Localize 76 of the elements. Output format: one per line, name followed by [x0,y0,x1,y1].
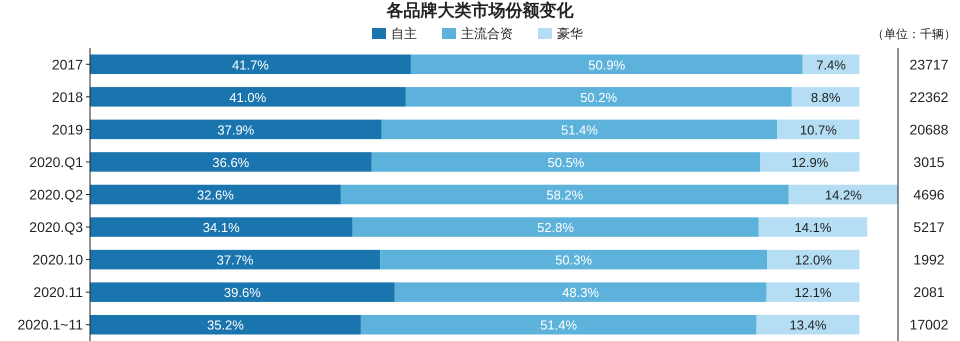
bar [758,217,868,237]
bar [802,54,860,74]
legend-label: 自主 [391,26,417,41]
bar [766,282,860,302]
bar [756,314,860,334]
data-label: 10.7% [800,122,838,138]
text: 5217 [913,219,945,236]
data-label: 37.7% [216,252,254,268]
bar [788,184,898,204]
text: 4696 [913,186,945,202]
y-tick-label: 2020.10 [32,252,84,268]
data-label: 12.1% [794,285,832,300]
data-label: 36.6% [212,154,250,170]
y-tick-label: 2017 [52,56,84,72]
data-label: 41.0% [229,90,267,105]
y-tick-label: 2019 [52,121,84,138]
data-label: 13.4% [790,318,827,333]
bar [90,87,406,107]
data-label: 50.9% [588,57,626,72]
bar [90,184,341,204]
bar [372,152,760,172]
bar [394,282,766,302]
bar [90,120,382,140]
bar [90,152,372,172]
text: 2081 [913,284,945,300]
data-label: 35.2% [207,318,244,333]
bar [340,184,789,204]
data-label: 50.5% [548,154,585,170]
y-tick-label: 2020.1~11 [17,316,84,333]
legend-label: 豪华 [557,26,583,41]
bar [90,282,395,302]
y-tick-label: 2020.Q3 [29,219,84,236]
bar [410,54,803,74]
data-label: 12.0% [794,252,832,268]
bar [767,250,860,270]
bar [777,120,860,140]
bar [90,54,411,74]
bar [90,217,352,237]
bar [380,250,768,270]
text: 20688 [910,121,949,138]
y-tick-label: 2020.Q1 [29,154,84,170]
y-tick-label: 2020.Q2 [29,186,84,202]
data-label: 32.6% [196,188,234,202]
data-label: 7.4% [816,57,846,72]
bar [406,87,792,107]
text: 17002 [910,316,949,333]
data-label: 58.2% [546,188,584,202]
text: （单位：千辆） [872,27,956,41]
bar [360,314,756,334]
data-label: 50.2% [580,90,618,105]
bar [760,152,860,172]
y-tick-label: 2018 [52,88,84,105]
data-label: 14.2% [824,188,862,202]
data-label: 39.6% [224,285,262,300]
y-tick-label: 2020.11 [33,284,84,300]
chart-title: 各品牌大类市场份额变化 [386,1,574,20]
data-label: 52.8% [537,220,574,236]
data-label: 12.9% [791,154,829,170]
data-label: 14.1% [794,220,832,236]
text: 1992 [913,252,945,268]
text: 22362 [910,88,949,105]
data-label: 8.8% [810,90,841,105]
data-label: 50.3% [555,252,593,268]
data-label: 41.7% [232,57,270,72]
bar [90,314,361,334]
data-label: 51.4% [560,122,598,138]
text: 3015 [913,154,945,170]
data-label: 48.3% [562,285,600,300]
bar [352,217,759,237]
text: 23717 [910,56,949,72]
data-label: 51.4% [540,318,578,333]
legend-label: 主流合资 [461,26,513,41]
bar [382,120,778,140]
data-label: 37.9% [217,122,255,138]
bar [90,250,380,270]
data-label: 34.1% [202,220,240,236]
